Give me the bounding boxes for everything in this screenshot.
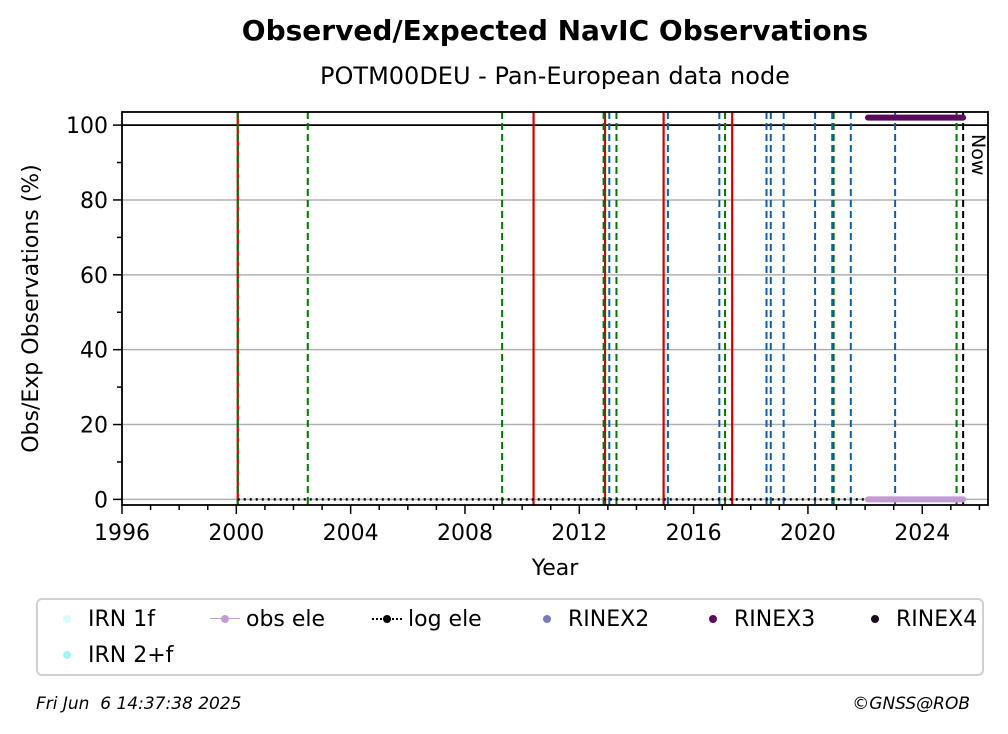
plot-frame bbox=[121, 111, 989, 506]
y-tick-label: 0 bbox=[94, 488, 108, 513]
footer-timestamp: Fri Jun 6 14:37:38 2025 bbox=[36, 694, 242, 714]
x-tick-label: 2008 bbox=[437, 521, 493, 546]
y-tick-label: 60 bbox=[80, 264, 108, 289]
legend-label: log ele bbox=[408, 606, 482, 632]
chart-title: Observed/Expected NavIC Observations bbox=[241, 14, 869, 47]
legend-marker-icon bbox=[52, 606, 82, 632]
legend-marker-icon bbox=[372, 606, 402, 632]
legend-item: IRN 2+f bbox=[52, 642, 173, 668]
y-tick-label: 80 bbox=[80, 189, 108, 214]
x-tick-label: 2004 bbox=[323, 521, 379, 546]
legend-item: IRN 1f bbox=[52, 606, 155, 632]
footer-credit: ©GNSS@ROB bbox=[852, 694, 970, 714]
y-tick-label: 100 bbox=[66, 114, 108, 139]
legend-item: RINEX2 bbox=[532, 606, 649, 632]
legend-marker-icon bbox=[698, 606, 728, 632]
x-tick-label: 1996 bbox=[94, 521, 150, 546]
legend-item: log ele bbox=[372, 606, 482, 632]
now-label: Now bbox=[967, 134, 989, 175]
x-tick-label: 2024 bbox=[894, 521, 950, 546]
legend-item: RINEX3 bbox=[698, 606, 815, 632]
legend: IRN 1f obs ele log ele RINEX2 RINEX3 RINEX4 IR… bbox=[36, 598, 984, 676]
x-tick-label: 2020 bbox=[780, 521, 836, 546]
legend-label: RINEX3 bbox=[734, 606, 816, 632]
x-tick-label: 2016 bbox=[666, 521, 722, 546]
x-tick-label: 2000 bbox=[208, 521, 264, 546]
legend-marker-icon bbox=[210, 606, 240, 632]
legend-label: IRN 1f bbox=[88, 606, 155, 632]
legend-label: RINEX2 bbox=[568, 606, 650, 632]
legend-marker-icon bbox=[860, 606, 890, 632]
x-axis-label: Year bbox=[531, 556, 580, 581]
y-tick-label: 40 bbox=[80, 339, 108, 364]
legend-item: RINEX4 bbox=[860, 606, 977, 632]
y-axis-label: Obs/Exp Observations (%) bbox=[19, 164, 44, 453]
legend-marker-icon bbox=[532, 606, 562, 632]
plot-area: Now 1996 2000 2004 2008 2012 2016 2020 2024 0 20 40… bbox=[19, 111, 989, 581]
legend-marker-icon bbox=[52, 642, 82, 668]
legend-label: obs ele bbox=[246, 606, 326, 632]
legend-item: obs ele bbox=[210, 606, 325, 632]
x-tick-label: 2012 bbox=[551, 521, 607, 546]
legend-label: RINEX4 bbox=[896, 606, 978, 632]
y-tick-label: 20 bbox=[80, 414, 108, 439]
legend-label: IRN 2+f bbox=[88, 642, 174, 668]
chart-subtitle: POTM00DEU - Pan-European data node bbox=[320, 62, 790, 90]
